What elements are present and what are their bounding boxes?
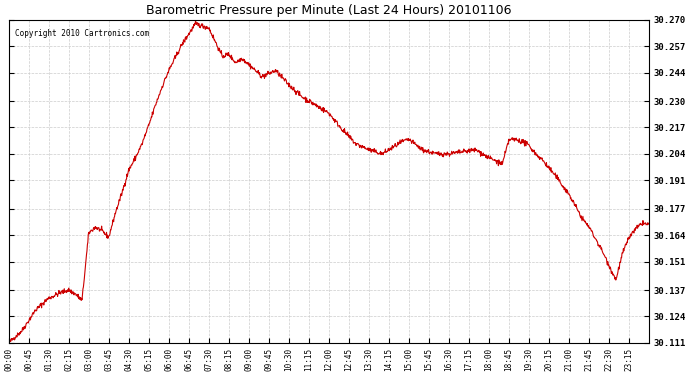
Title: Barometric Pressure per Minute (Last 24 Hours) 20101106: Barometric Pressure per Minute (Last 24 … [146, 4, 511, 17]
Text: Copyright 2010 Cartronics.com: Copyright 2010 Cartronics.com [15, 29, 149, 38]
